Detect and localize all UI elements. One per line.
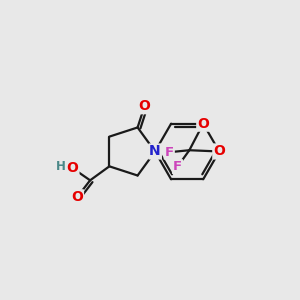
Text: F: F bbox=[173, 160, 182, 173]
Text: F: F bbox=[165, 146, 174, 159]
Text: N: N bbox=[149, 145, 161, 158]
Text: O: O bbox=[67, 161, 79, 175]
Text: O: O bbox=[71, 190, 83, 204]
Text: H: H bbox=[56, 160, 66, 173]
Text: O: O bbox=[213, 145, 225, 158]
Text: O: O bbox=[197, 117, 209, 131]
Text: O: O bbox=[139, 99, 150, 113]
